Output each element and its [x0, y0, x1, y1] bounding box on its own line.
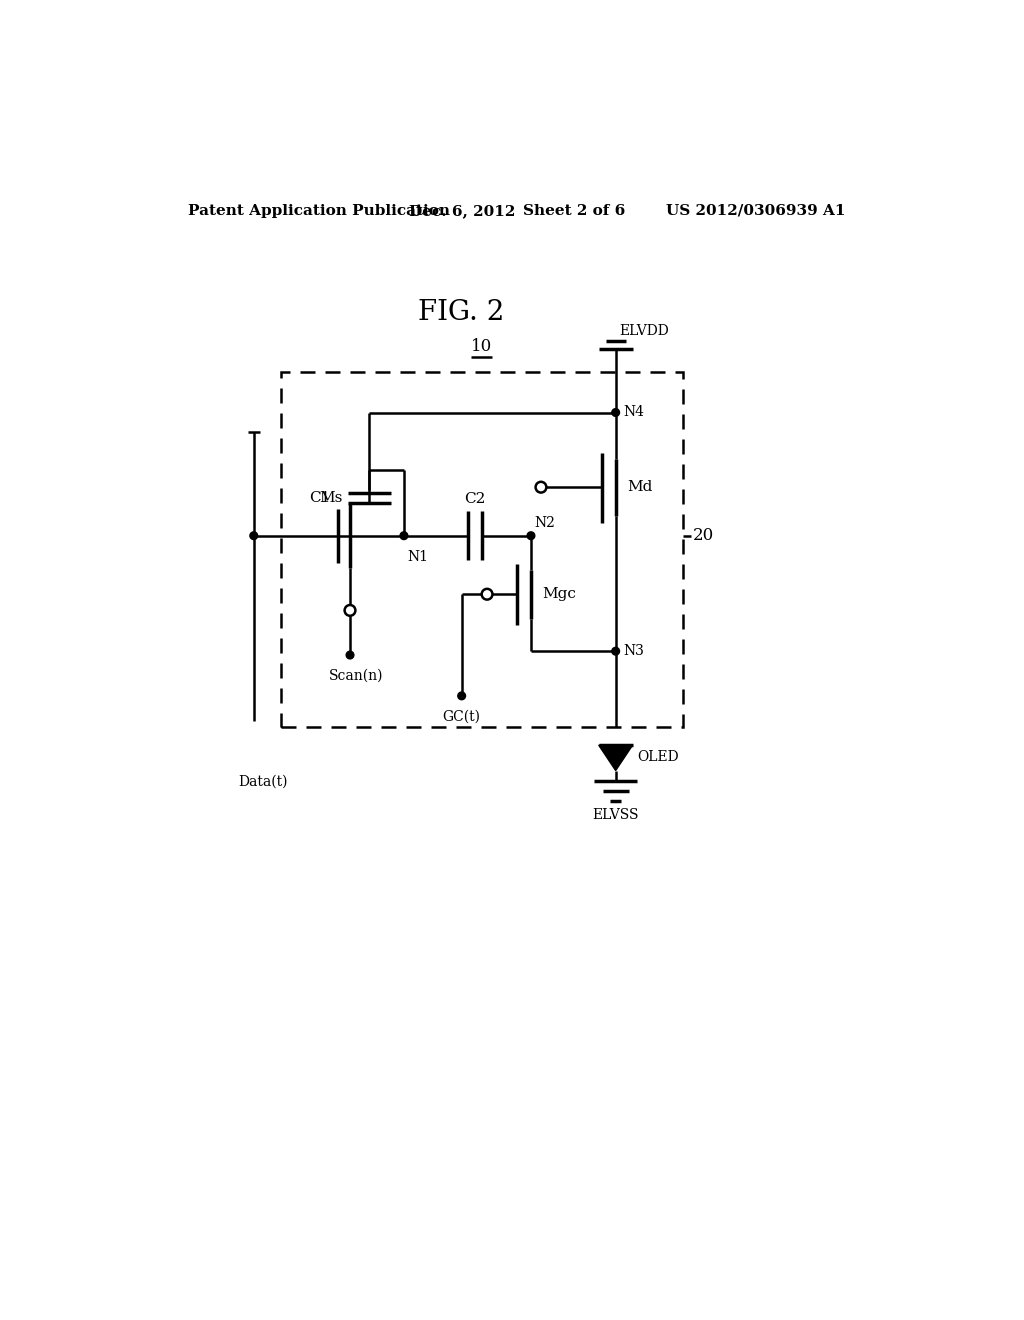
Circle shape: [527, 532, 535, 540]
Text: N4: N4: [624, 405, 644, 420]
Circle shape: [481, 589, 493, 599]
Text: Dec. 6, 2012: Dec. 6, 2012: [410, 203, 516, 218]
Text: C2: C2: [464, 492, 485, 507]
Text: US 2012/0306939 A1: US 2012/0306939 A1: [666, 203, 845, 218]
Text: ELVSS: ELVSS: [593, 808, 639, 821]
Text: Patent Application Publication: Patent Application Publication: [188, 203, 451, 218]
Circle shape: [611, 647, 620, 655]
Text: N2: N2: [535, 516, 556, 529]
Circle shape: [536, 482, 547, 492]
Text: GC(t): GC(t): [442, 710, 480, 723]
Text: N1: N1: [408, 549, 429, 564]
Circle shape: [250, 532, 258, 540]
Text: 20: 20: [692, 527, 714, 544]
Text: ELVDD: ELVDD: [620, 323, 670, 338]
Text: Mgc: Mgc: [543, 587, 577, 601]
Text: FIG. 2: FIG. 2: [419, 298, 505, 326]
Text: 10: 10: [471, 338, 493, 355]
Circle shape: [346, 651, 354, 659]
Bar: [281, 372, 683, 726]
Text: Md: Md: [628, 480, 652, 494]
Text: C1: C1: [309, 491, 331, 506]
Text: Ms: Ms: [319, 491, 342, 506]
Text: Sheet 2 of 6: Sheet 2 of 6: [523, 203, 626, 218]
Circle shape: [458, 692, 466, 700]
Text: Data(t): Data(t): [239, 775, 288, 789]
Text: N3: N3: [624, 644, 644, 659]
Text: OLED: OLED: [637, 751, 679, 764]
Polygon shape: [599, 744, 633, 771]
Circle shape: [345, 605, 355, 616]
Text: Scan(n): Scan(n): [329, 669, 383, 682]
Circle shape: [400, 532, 408, 540]
Circle shape: [611, 409, 620, 416]
